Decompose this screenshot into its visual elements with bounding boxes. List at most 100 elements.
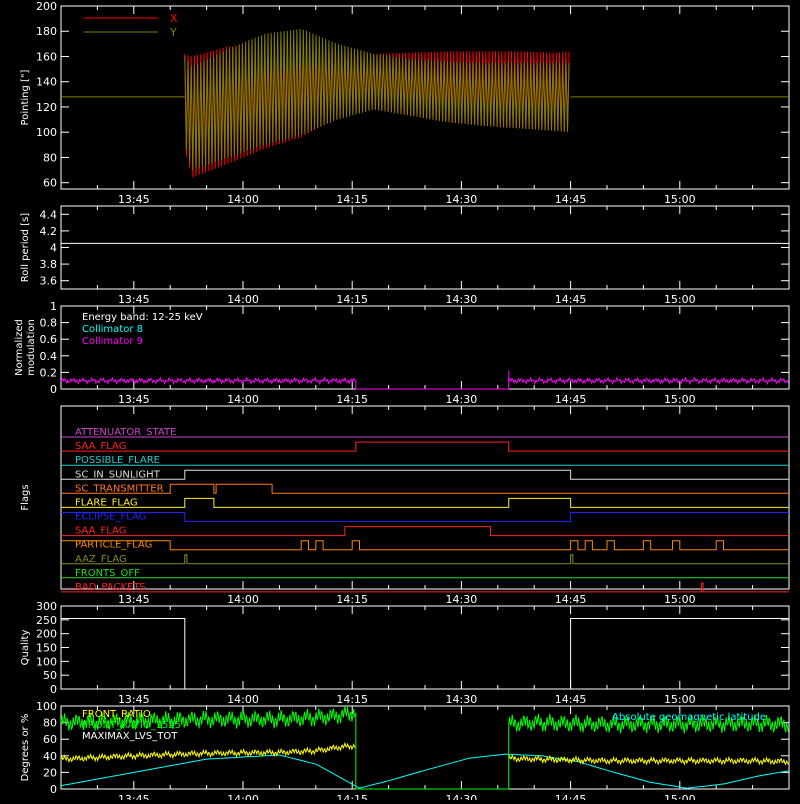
time-tick-label: 15:00 — [664, 293, 696, 306]
time-tick-label: 15:00 — [664, 193, 696, 206]
y-tick-label: 100 — [36, 700, 57, 713]
panel-pointing: 13:45 14:00 14:15 14:30 14:45 15:00 — [60, 5, 790, 206]
time-tick-label: 14:30 — [446, 293, 478, 306]
time-tick-label: 15:00 — [664, 593, 696, 606]
y-tick-label: 160 — [36, 50, 57, 63]
flag-trace-saa-flag — [61, 526, 789, 537]
time-tick-label: 14:15 — [336, 693, 368, 706]
y-tick-label: 0.2 — [40, 366, 58, 379]
y-tick-label: 50 — [43, 669, 57, 682]
panel-geomagnetic: 13:45 14:00 14:15 14:30 14:45 15:00 — [60, 705, 790, 804]
flag-label: SAA_FLAG — [75, 441, 126, 452]
flag-trace-particle-flag — [61, 540, 789, 551]
time-tick-label: 13:45 — [118, 193, 150, 206]
modulation-annotation: Collimator 9 — [82, 336, 143, 347]
flag-label: AAZ_FLAG — [75, 554, 127, 565]
latitude-series — [60, 753, 790, 789]
flag-label: POSSIBLE_FLARE — [75, 455, 160, 466]
y-tick-label: 3.6 — [40, 275, 58, 288]
flag-label: ATTENUATOR_STATE — [75, 427, 176, 438]
y-axis-label-degrees: Degrees or % — [20, 714, 31, 782]
time-tick-label: 14:30 — [446, 593, 478, 606]
time-tick-label: 13:45 — [118, 593, 150, 606]
time-tick-label: 14:30 — [446, 693, 478, 706]
ratio-series-front-ratio-1525 — [508, 713, 789, 734]
y-tick-label: 0.6 — [40, 333, 58, 346]
y-tick-label: 140 — [36, 76, 57, 89]
time-tick-label: 15:00 — [664, 393, 696, 406]
y-tick-label: 80 — [43, 151, 57, 164]
time-tick-label: 14:45 — [555, 393, 587, 406]
y-tick-label: 4.4 — [40, 208, 58, 221]
ratio-series-front-ratio — [508, 753, 789, 766]
time-tick-label: 14:15 — [336, 193, 368, 206]
flag-trace-eclipse-flag — [61, 512, 789, 522]
y-axis-label-quality: Quality — [20, 630, 31, 666]
y-axis-label-pointing: Pointing ["] — [20, 69, 31, 125]
y-tick-label: 4.2 — [40, 225, 58, 238]
time-tick-label: 14:00 — [227, 593, 259, 606]
geomag-legend-label: FRONT_RATIO_1525 — [82, 720, 181, 731]
y-axis-label-roll: Roll period [s] — [20, 213, 31, 282]
y-tick-label: 120 — [36, 101, 57, 114]
y-axis-label-modulation: modulation — [26, 319, 37, 376]
modulation-series-segment — [508, 376, 789, 386]
y-tick-label: 300 — [36, 600, 57, 613]
y-tick-label: 20 — [43, 766, 57, 779]
time-tick-label: 13:45 — [118, 793, 150, 800]
geomag-legend-label: MAXIMAX_LVS_TOT — [82, 731, 178, 742]
time-tick-label: 13:45 — [118, 693, 150, 706]
y-tick-label: 1 — [50, 300, 57, 313]
y-axis-label-modulation: Normalized — [14, 319, 25, 376]
flag-label: SAA_FLAG — [75, 526, 126, 537]
time-tick-label: 13:45 — [118, 293, 150, 306]
panel-roll: 13:45 14:00 14:15 14:30 14:45 15:00 — [60, 205, 790, 306]
flag-label: BAD_PACKETS — [75, 582, 146, 593]
flag-trace-sc-transmitter — [61, 483, 789, 494]
y-tick-label: 40 — [43, 750, 57, 763]
modulation-series-segment — [60, 376, 357, 386]
time-tick-label: 14:30 — [446, 393, 478, 406]
time-tick-label: 14:15 — [336, 793, 368, 800]
panel-modulation: 13:45 14:00 14:15 14:30 14:45 15:00 — [60, 305, 790, 406]
time-tick-label: 14:30 — [446, 193, 478, 206]
y-tick-label: 100 — [36, 126, 57, 139]
flag-trace-aaz-flag — [61, 554, 789, 565]
geomag-legend-label: Absolute geomagnetic latitude — [612, 712, 766, 723]
modulation-annotation: Collimator 8 — [82, 324, 143, 335]
legend-label: Y — [169, 26, 177, 39]
y-tick-label: 0.8 — [40, 317, 58, 330]
ratio-series-front-ratio-1525 — [60, 705, 356, 731]
time-tick-label: 14:45 — [555, 693, 587, 706]
geomag-legend-label: FRONT_RATIO — [82, 709, 151, 720]
time-tick-label: 14:45 — [555, 293, 587, 306]
panel-frame — [60, 205, 790, 290]
y-tick-label: 250 — [36, 614, 57, 627]
time-tick-label: 14:45 — [555, 193, 587, 206]
flag-trace-saa-flag — [61, 441, 789, 452]
modulation-annotation: Energy band: 12-25 keV — [82, 312, 203, 323]
y-tick-label: 3.8 — [40, 258, 58, 271]
y-tick-label: 100 — [36, 655, 57, 668]
flag-trace-sc-in-sunlight — [61, 469, 789, 480]
time-tick-label: 14:00 — [227, 293, 259, 306]
y-tick-label: 180 — [36, 25, 57, 38]
pointing-series-y — [184, 28, 570, 170]
time-tick-label: 14:45 — [555, 793, 587, 800]
time-tick-label: 14:00 — [227, 793, 259, 800]
y-tick-label: 4 — [50, 242, 57, 255]
legend-label: X — [170, 12, 178, 25]
quality-series — [61, 618, 789, 690]
flag-label: PARTICLE_FLAG — [75, 540, 152, 551]
flag-trace-bad-packets — [61, 582, 789, 593]
time-tick-label: 13:45 — [118, 393, 150, 406]
y-tick-label: 0.4 — [40, 350, 58, 363]
y-tick-label: 0 — [50, 383, 57, 396]
y-tick-label: 80 — [43, 717, 57, 730]
flag-label: FRONTS_OFF — [75, 568, 140, 579]
y-tick-label: 150 — [36, 642, 57, 655]
panel-quality: 13:45 14:00 14:15 14:30 14:45 15:00 — [60, 605, 790, 706]
panel-flags: 13:45 14:00 14:15 14:30 14:45 15:00 — [60, 405, 790, 606]
